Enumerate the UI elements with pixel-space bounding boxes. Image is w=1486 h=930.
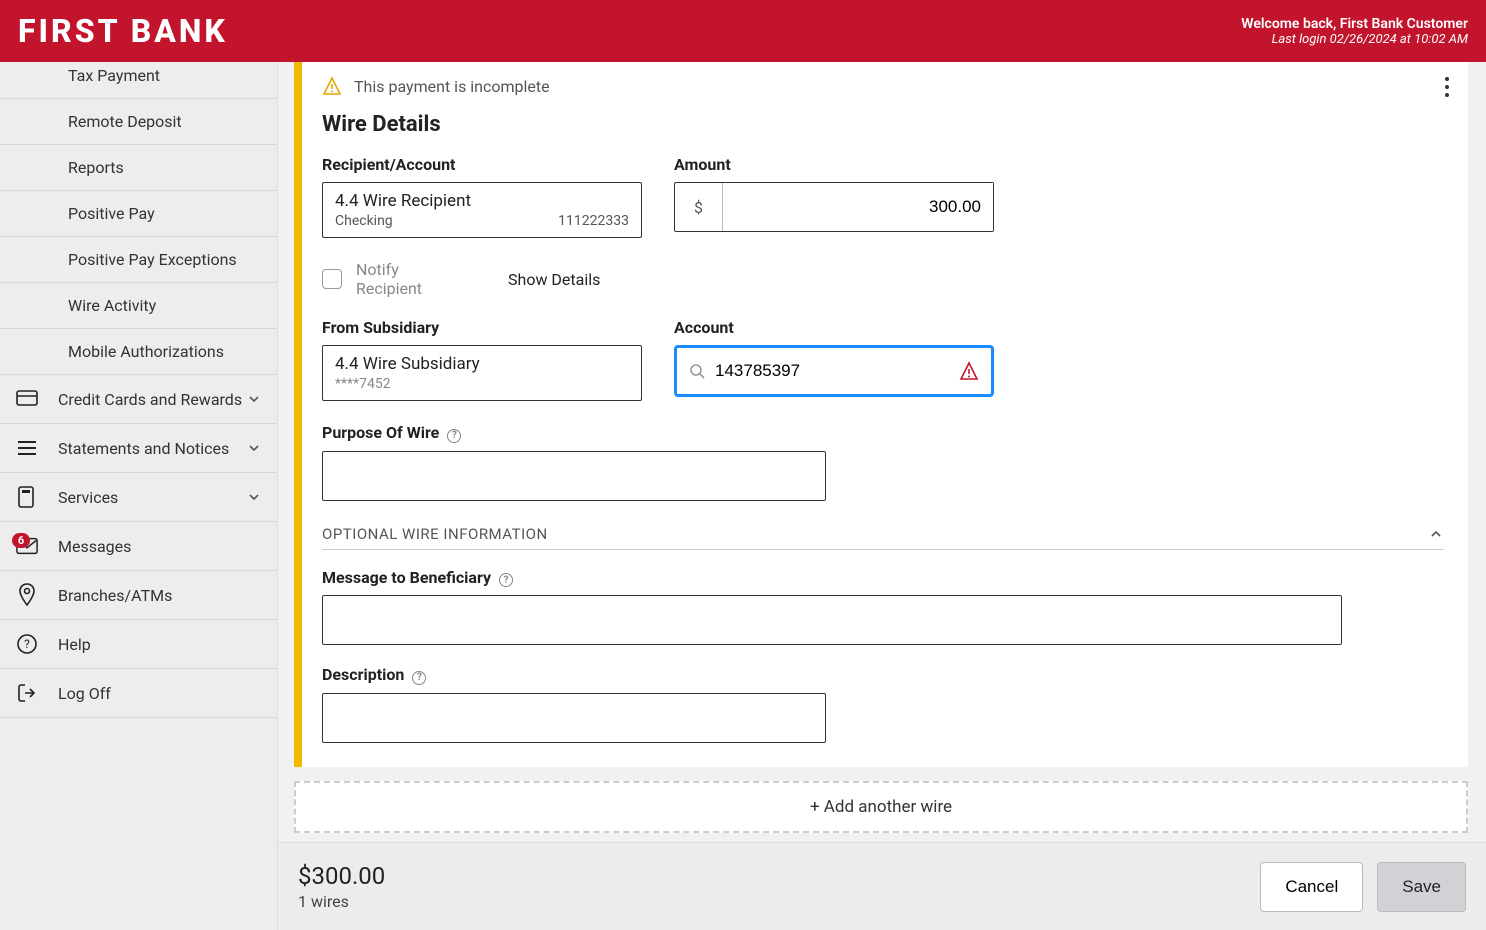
footer-total: $300.00	[298, 862, 385, 890]
sidebar-item-mobile-auth[interactable]: Mobile Authorizations	[0, 329, 277, 375]
sidebar: Tax Payment Remote Deposit Reports Posit…	[0, 62, 278, 930]
currency-symbol: $	[675, 183, 723, 231]
sidebar-item-label: Branches/ATMs	[58, 586, 172, 605]
help-tooltip-icon[interactable]: ?	[447, 429, 461, 443]
sidebar-item-label: Credit Cards and Rewards	[58, 390, 242, 409]
sidebar-item-label: Positive Pay Exceptions	[68, 250, 237, 269]
incomplete-warning: This payment is incomplete	[322, 72, 1444, 106]
recipient-select[interactable]: 4.4 Wire Recipient Checking 111222333	[322, 182, 642, 238]
sidebar-item-help[interactable]: ? Help	[0, 620, 277, 669]
sidebar-item-label: Services	[58, 488, 118, 507]
sidebar-item-remote-deposit[interactable]: Remote Deposit	[0, 99, 277, 145]
card-icon	[16, 388, 38, 410]
account-field[interactable]	[674, 345, 994, 397]
incomplete-text: This payment is incomplete	[354, 77, 550, 96]
sidebar-item-reports[interactable]: Reports	[0, 145, 277, 191]
footer-bar: $300.00 1 wires Cancel Save	[278, 842, 1486, 930]
chevron-down-icon	[247, 490, 261, 504]
sidebar-item-label: Mobile Authorizations	[68, 342, 224, 361]
description-label: Description ?	[322, 665, 1444, 685]
message-input[interactable]	[322, 595, 1342, 645]
sidebar-item-branches[interactable]: Branches/ATMs	[0, 571, 277, 620]
sidebar-item-label: Reports	[68, 158, 124, 177]
add-wire-button[interactable]: + Add another wire	[294, 781, 1468, 833]
amount-field[interactable]: $	[674, 182, 994, 232]
sidebar-item-label: Tax Payment	[68, 66, 160, 85]
subsidiary-select[interactable]: 4.4 Wire Subsidiary ****7452	[322, 345, 642, 401]
messages-badge: 6	[12, 533, 30, 548]
account-label: Account	[674, 318, 994, 337]
error-icon	[959, 361, 979, 381]
recipient-label: Recipient/Account	[322, 155, 642, 174]
sidebar-item-label: Remote Deposit	[68, 112, 182, 131]
sidebar-item-positive-pay-exceptions[interactable]: Positive Pay Exceptions	[0, 237, 277, 283]
chevron-up-icon	[1428, 526, 1444, 542]
message-label: Message to Beneficiary ?	[322, 568, 1444, 588]
amount-input[interactable]	[723, 183, 993, 231]
chevron-down-icon	[247, 392, 261, 406]
recipient-name: 4.4 Wire Recipient	[335, 191, 629, 211]
search-icon	[689, 363, 705, 379]
sidebar-item-positive-pay[interactable]: Positive Pay	[0, 191, 277, 237]
header-user-info: Welcome back, First Bank Customer Last l…	[1241, 16, 1468, 47]
purpose-input[interactable]	[322, 451, 826, 501]
top-header: FIRST BANK Welcome back, First Bank Cust…	[0, 0, 1486, 62]
sidebar-item-label: Log Off	[58, 684, 111, 703]
sidebar-item-services[interactable]: Services	[0, 473, 277, 522]
footer-count: 1 wires	[298, 892, 385, 911]
sidebar-item-tax-payment[interactable]: Tax Payment	[0, 62, 277, 99]
svg-text:?: ?	[24, 637, 30, 651]
description-input[interactable]	[322, 693, 826, 743]
help-icon: ?	[16, 633, 38, 655]
logout-icon	[16, 682, 38, 704]
welcome-text: Welcome back, First Bank Customer	[1241, 16, 1468, 32]
cancel-button[interactable]: Cancel	[1260, 862, 1363, 912]
recipient-number: 111222333	[558, 213, 629, 229]
sidebar-item-messages[interactable]: 6 Messages	[0, 522, 277, 571]
optional-header-text: OPTIONAL WIRE INFORMATION	[322, 525, 548, 543]
sidebar-item-credit-cards[interactable]: Credit Cards and Rewards	[0, 375, 277, 424]
account-input[interactable]	[715, 361, 959, 381]
calculator-icon	[16, 486, 38, 508]
last-login-text: Last login 02/26/2024 at 10:02 AM	[1241, 32, 1468, 47]
help-tooltip-icon[interactable]: ?	[412, 671, 426, 685]
bank-logo: FIRST BANK	[18, 12, 228, 50]
sidebar-item-logoff[interactable]: Log Off	[0, 669, 277, 718]
sidebar-item-label: Help	[58, 635, 91, 654]
subsidiary-masked: ****7452	[335, 376, 629, 392]
kebab-menu-button[interactable]	[1444, 76, 1450, 98]
sidebar-item-wire-activity[interactable]: Wire Activity	[0, 283, 277, 329]
purpose-label: Purpose Of Wire ?	[322, 423, 1444, 443]
sidebar-item-label: Positive Pay	[68, 204, 155, 223]
notify-checkbox[interactable]	[322, 269, 342, 289]
mail-icon: 6	[16, 535, 38, 557]
main-content: This payment is incomplete Wire Details …	[278, 62, 1486, 930]
help-tooltip-icon[interactable]: ?	[499, 573, 513, 587]
subsidiary-label: From Subsidiary	[322, 318, 642, 337]
sidebar-item-label: Statements and Notices	[58, 439, 229, 458]
chevron-down-icon	[247, 441, 261, 455]
menu-icon	[16, 437, 38, 459]
wire-card: This payment is incomplete Wire Details …	[294, 62, 1468, 767]
pin-icon	[16, 584, 38, 606]
notify-label: Notify Recipient	[356, 260, 434, 298]
amount-label: Amount	[674, 155, 994, 174]
save-button[interactable]: Save	[1377, 862, 1466, 912]
recipient-type: Checking	[335, 213, 393, 229]
sidebar-item-label: Messages	[58, 537, 131, 556]
warning-icon	[322, 76, 342, 96]
sidebar-item-statements[interactable]: Statements and Notices	[0, 424, 277, 473]
optional-section-header[interactable]: OPTIONAL WIRE INFORMATION	[322, 519, 1444, 550]
wire-details-title: Wire Details	[322, 112, 1444, 137]
sidebar-item-label: Wire Activity	[68, 296, 156, 315]
subsidiary-name: 4.4 Wire Subsidiary	[335, 354, 629, 374]
show-details-link[interactable]: Show Details	[508, 270, 600, 289]
